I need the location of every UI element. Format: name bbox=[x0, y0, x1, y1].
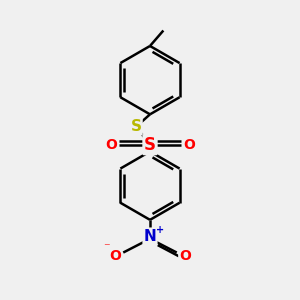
Text: S: S bbox=[144, 136, 156, 154]
Text: N: N bbox=[144, 229, 156, 244]
Text: O: O bbox=[179, 248, 191, 262]
Text: O: O bbox=[183, 138, 195, 152]
Text: +: + bbox=[156, 225, 164, 235]
Text: ⁻: ⁻ bbox=[103, 242, 110, 255]
Text: S: S bbox=[130, 119, 142, 134]
Text: O: O bbox=[109, 248, 121, 262]
Text: O: O bbox=[105, 138, 117, 152]
